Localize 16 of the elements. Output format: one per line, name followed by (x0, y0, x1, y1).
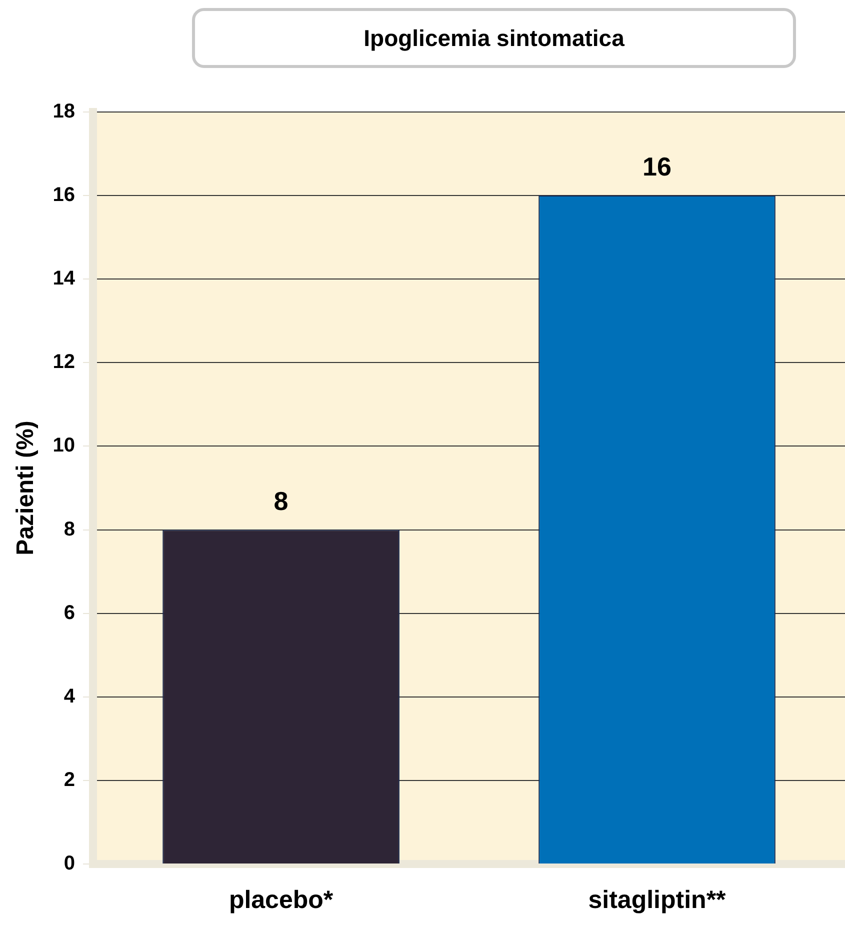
y-tick-label: 14 (52, 268, 76, 290)
x-tick-label: sitagliptin** (588, 886, 726, 914)
y-tick-label: 6 (64, 602, 76, 624)
y-tick-label: 2 (64, 768, 76, 791)
data-label: 8 (274, 486, 288, 516)
y-axis-title: Pazienti (%) (12, 420, 40, 556)
y-tick-label: 12 (52, 351, 76, 374)
y-tick-label: 4 (64, 685, 76, 708)
y-tick-label: 8 (64, 518, 76, 540)
y-tick-label: 16 (52, 184, 76, 206)
x-tick-label: placebo* (228, 886, 334, 914)
data-label: 16 (642, 152, 672, 182)
y-tick-label: 10 (52, 434, 76, 457)
y-tick-label: 0 (64, 852, 76, 875)
chart-title: Ipoglicemia sintomatica (192, 8, 796, 68)
y-tick-label: 18 (52, 100, 76, 123)
